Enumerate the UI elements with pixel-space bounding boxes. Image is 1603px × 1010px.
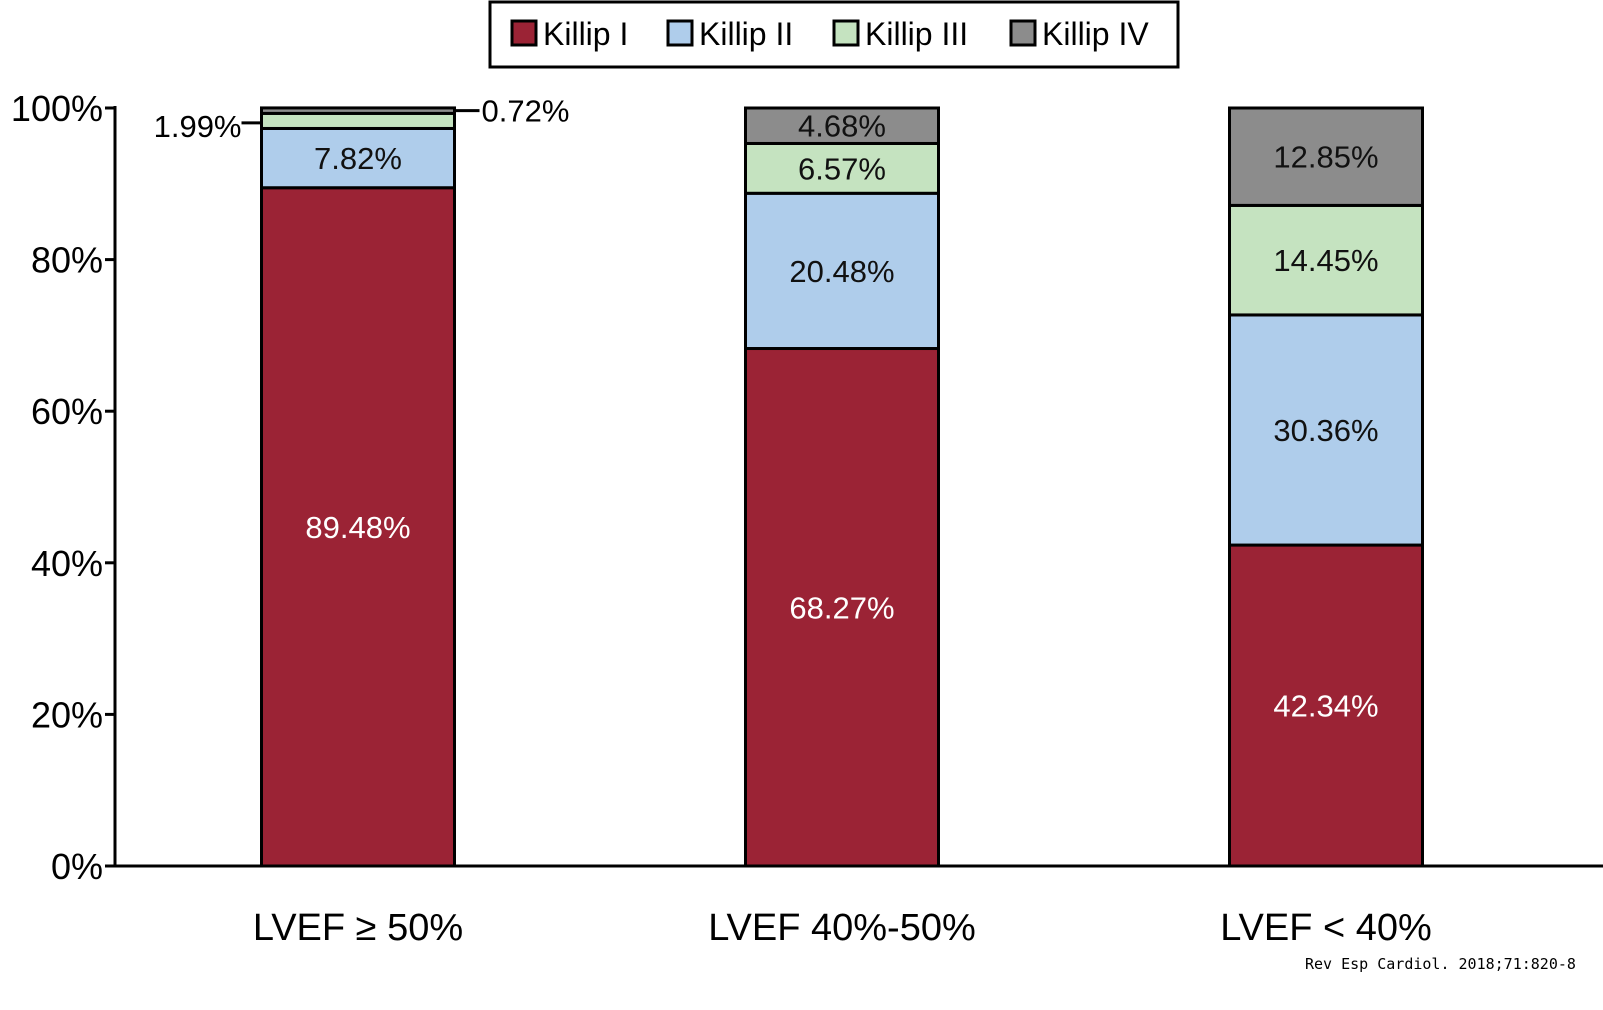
source-citation: Rev Esp Cardiol. 2018;71:820-8 (1305, 955, 1576, 973)
bar-segment (744, 347, 940, 868)
data-label: 12.85% (1273, 140, 1378, 175)
legend-swatch (510, 19, 538, 47)
data-label: 7.82% (314, 141, 402, 176)
x-tick-label: LVEF ≥ 50% (253, 907, 463, 949)
bar-segment (260, 186, 456, 868)
y-tick-label: 100% (11, 88, 103, 129)
legend-swatch (666, 19, 694, 47)
data-label: 1.99% (154, 109, 242, 144)
legend-swatch (832, 19, 860, 47)
bar-segment (260, 106, 456, 115)
y-tick-label: 20% (31, 694, 103, 735)
bar-segment (1228, 543, 1424, 868)
data-label: 14.45% (1273, 243, 1378, 278)
legend-label: Killip IV (1042, 16, 1149, 52)
bar-segment (744, 191, 940, 351)
x-tick-label: LVEF 40%-50% (708, 907, 976, 949)
legend-label: Killip III (865, 16, 968, 52)
legend-label: Killip II (699, 16, 793, 52)
legend-swatch (1009, 19, 1037, 47)
bar-segment (260, 111, 456, 130)
data-label: 68.27% (789, 590, 894, 625)
x-tick-label: LVEF < 40% (1220, 907, 1432, 949)
data-label: 89.48% (305, 510, 410, 545)
y-tick-label: 40% (31, 543, 103, 584)
data-label: 4.68% (798, 109, 886, 144)
data-label: 20.48% (789, 254, 894, 289)
bar-segment (1228, 203, 1424, 317)
bar-segment (744, 106, 940, 145)
data-label: 30.36% (1273, 413, 1378, 448)
y-tick-label: 80% (31, 240, 103, 281)
bar-segment (260, 126, 456, 190)
bar-segment (1228, 106, 1424, 207)
data-label: 6.57% (798, 151, 886, 186)
data-label: 42.34% (1273, 689, 1378, 724)
data-label: 0.72% (482, 94, 570, 129)
y-tick-label: 60% (31, 391, 103, 432)
bar-segment (1228, 313, 1424, 547)
bar-segment (744, 141, 940, 195)
y-tick-label: 0% (51, 846, 103, 887)
legend-label: Killip I (543, 16, 628, 52)
